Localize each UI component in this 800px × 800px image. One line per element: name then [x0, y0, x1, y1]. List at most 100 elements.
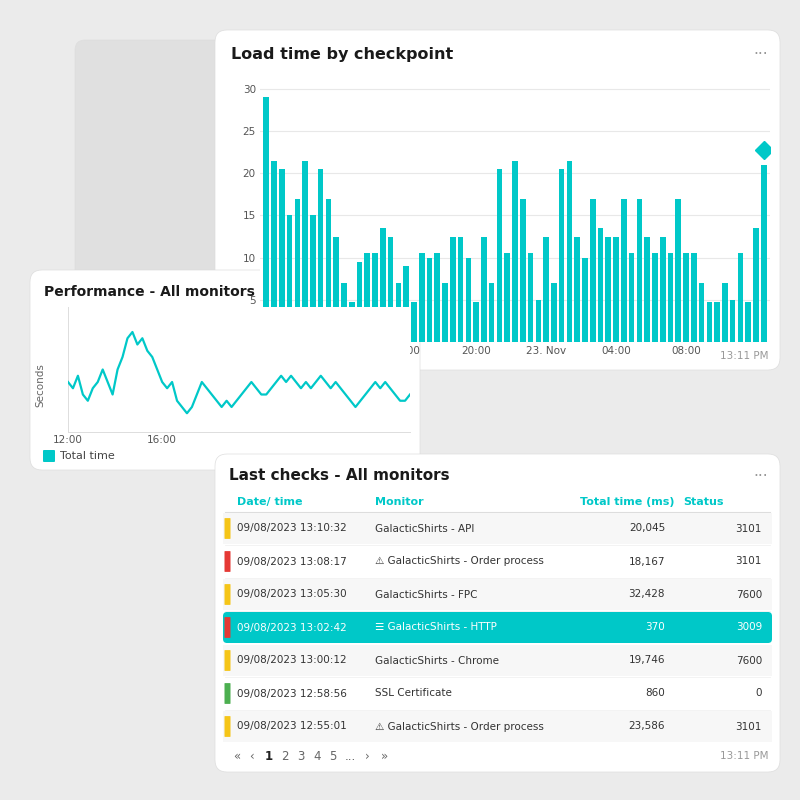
FancyBboxPatch shape — [43, 450, 55, 462]
Text: ...: ... — [345, 750, 356, 762]
Text: SSL Certificate: SSL Certificate — [375, 689, 452, 698]
Text: 09/08/2023 12:58:56: 09/08/2023 12:58:56 — [237, 689, 347, 698]
Bar — [497, 169, 502, 342]
Text: ···: ··· — [395, 285, 410, 299]
Text: 0: 0 — [755, 689, 762, 698]
Text: Load time by checkpoint: Load time by checkpoint — [231, 47, 454, 62]
Bar — [481, 237, 486, 342]
Bar — [660, 237, 666, 342]
Bar — [263, 98, 269, 342]
Bar — [535, 300, 541, 342]
Bar — [426, 258, 432, 342]
Bar — [520, 198, 526, 342]
FancyBboxPatch shape — [223, 579, 772, 610]
FancyBboxPatch shape — [223, 612, 772, 643]
Text: «: « — [233, 750, 240, 762]
Bar — [590, 198, 595, 342]
Text: 1: 1 — [265, 750, 273, 762]
Bar — [372, 254, 378, 342]
FancyBboxPatch shape — [225, 716, 230, 737]
Text: 09/08/2023 13:00:12: 09/08/2023 13:00:12 — [237, 655, 346, 666]
FancyBboxPatch shape — [215, 454, 780, 772]
FancyBboxPatch shape — [30, 270, 420, 470]
Bar — [279, 169, 285, 342]
Bar — [474, 302, 479, 342]
Text: 23,586: 23,586 — [629, 722, 665, 731]
Bar — [380, 228, 386, 342]
Bar — [326, 198, 331, 342]
FancyBboxPatch shape — [225, 650, 230, 671]
Bar — [738, 254, 743, 342]
Bar — [341, 283, 346, 342]
Bar — [286, 215, 292, 342]
FancyBboxPatch shape — [223, 678, 772, 709]
Bar — [621, 198, 626, 342]
Text: ‹: ‹ — [249, 750, 254, 762]
FancyBboxPatch shape — [223, 711, 772, 742]
Text: 3101: 3101 — [736, 523, 762, 534]
Text: 09/08/2023 13:02:42: 09/08/2023 13:02:42 — [237, 622, 346, 633]
FancyBboxPatch shape — [225, 584, 230, 605]
Bar — [442, 283, 448, 342]
Text: 32,428: 32,428 — [629, 590, 665, 599]
Text: 3101: 3101 — [736, 557, 762, 566]
Text: 09/08/2023 13:05:30: 09/08/2023 13:05:30 — [237, 590, 346, 599]
Text: 19,746: 19,746 — [629, 655, 665, 666]
Bar — [294, 198, 300, 342]
Text: Date/ time: Date/ time — [237, 497, 302, 507]
Bar — [543, 237, 549, 342]
Bar — [559, 169, 565, 342]
Text: ···: ··· — [754, 469, 768, 483]
Bar — [505, 254, 510, 342]
FancyBboxPatch shape — [223, 645, 772, 676]
Text: 09/08/2023 13:10:32: 09/08/2023 13:10:32 — [237, 523, 346, 534]
Bar — [419, 254, 425, 342]
Bar — [450, 237, 456, 342]
Bar — [458, 237, 463, 342]
Bar — [691, 254, 697, 342]
Text: Seconds: Seconds — [35, 363, 45, 407]
Text: 3: 3 — [297, 750, 304, 762]
Bar — [582, 258, 588, 342]
Bar — [683, 254, 689, 342]
Text: Total time (ms): Total time (ms) — [580, 497, 674, 507]
Text: Status: Status — [683, 497, 723, 507]
Text: ⚠ GalacticShirts - Order process: ⚠ GalacticShirts - Order process — [375, 557, 544, 566]
Bar — [675, 198, 681, 342]
Text: 18,167: 18,167 — [629, 557, 665, 566]
Bar — [302, 161, 308, 342]
Text: 13:11 PM: 13:11 PM — [719, 351, 768, 361]
Text: Total time: Total time — [60, 451, 114, 461]
Bar — [629, 254, 634, 342]
Text: 20,045: 20,045 — [629, 523, 665, 534]
Text: 7600: 7600 — [736, 655, 762, 666]
FancyBboxPatch shape — [75, 40, 245, 410]
Text: Monitor: Monitor — [375, 497, 424, 507]
Text: ☰ GalacticShirts - HTTP: ☰ GalacticShirts - HTTP — [375, 622, 497, 633]
FancyBboxPatch shape — [223, 513, 772, 544]
Bar — [528, 254, 534, 342]
Bar — [722, 283, 728, 342]
Bar — [746, 302, 751, 342]
Text: 860: 860 — [646, 689, 665, 698]
Text: ⚠ GalacticShirts - Order process: ⚠ GalacticShirts - Order process — [375, 722, 544, 731]
Bar — [357, 262, 362, 342]
Text: ···: ··· — [754, 47, 768, 62]
Text: GalacticShirts - FPC: GalacticShirts - FPC — [375, 590, 478, 599]
FancyBboxPatch shape — [225, 617, 230, 638]
Bar — [706, 302, 712, 342]
Bar — [489, 283, 494, 342]
Bar — [598, 228, 603, 342]
Bar — [434, 254, 440, 342]
Bar — [574, 237, 580, 342]
Bar — [466, 258, 471, 342]
Bar — [714, 302, 720, 342]
Bar — [551, 283, 557, 342]
Text: 09/08/2023 13:08:17: 09/08/2023 13:08:17 — [237, 557, 346, 566]
Bar — [754, 228, 759, 342]
Bar — [730, 300, 735, 342]
Text: Performance - All monitors: Performance - All monitors — [44, 285, 255, 299]
Bar — [403, 266, 409, 342]
Text: 13:11 PM: 13:11 PM — [719, 751, 768, 761]
Text: 2: 2 — [281, 750, 289, 762]
